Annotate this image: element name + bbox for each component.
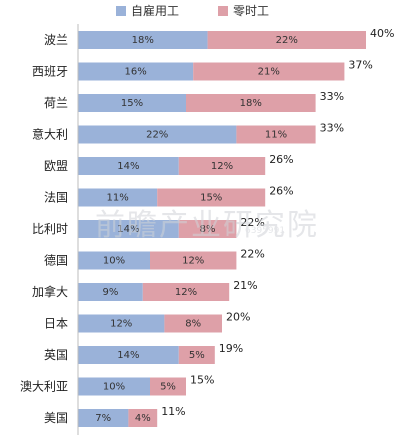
category-label: 德国: [44, 253, 68, 268]
category-label: 法国: [44, 191, 68, 205]
total-label: 11%: [161, 405, 185, 418]
bar-self-employed-10: [78, 346, 179, 364]
legend-swatch-1: [218, 6, 228, 16]
category-label: 日本: [44, 317, 68, 331]
value-label: 7%: [95, 413, 111, 424]
bar-self-employed-6: [78, 220, 179, 238]
value-label: 8%: [200, 224, 216, 235]
total-label: 22%: [240, 216, 264, 229]
bar-zero-hour-9: [164, 314, 222, 333]
value-labels: 18% 22% 16% 21% 15% 18% 22% 11% 14% 12% 11% 15% 14% 8…: [95, 35, 298, 424]
legend-label-0: 自雇用工: [131, 3, 179, 18]
value-label: 9%: [102, 287, 118, 298]
bar-zero-hour-5: [157, 188, 266, 207]
value-label: 5%: [189, 350, 205, 361]
bar-zero-hour-7: [150, 251, 237, 270]
category-label: 比利时: [32, 222, 68, 236]
value-label: 15%: [200, 193, 222, 204]
bars: [78, 31, 366, 427]
legend: 自雇用工 零时工: [116, 3, 269, 18]
value-label: 12%: [211, 161, 233, 172]
category-label: 波兰: [44, 33, 68, 47]
bar-zero-hour-2: [186, 94, 316, 112]
value-label: 12%: [110, 319, 132, 330]
bar-self-employed-12: [78, 409, 129, 427]
total-label: 40%: [370, 27, 394, 40]
bar-self-employed-1: [78, 62, 194, 81]
bar-self-employed-4: [78, 157, 179, 175]
total-label: 22%: [240, 248, 264, 261]
category-label: 欧盟: [44, 159, 68, 173]
legend-swatch-0: [116, 6, 126, 16]
bar-self-employed-0: [78, 31, 208, 49]
category-label: 英国: [44, 348, 68, 362]
legend-label-1: 零时工: [233, 4, 269, 18]
value-label: 15%: [121, 98, 143, 109]
category-label: 西班牙: [32, 65, 68, 79]
total-label: 20%: [226, 311, 250, 324]
value-label: 14%: [117, 161, 139, 172]
bar-zero-hour-10: [178, 346, 215, 364]
total-label: 19%: [219, 342, 243, 355]
value-label: 12%: [182, 256, 204, 267]
value-label: 4%: [135, 413, 151, 424]
value-label: 12%: [175, 287, 197, 298]
bar-self-employed-7: [78, 251, 150, 270]
value-label: 21%: [258, 67, 280, 78]
value-label: 16%: [124, 67, 146, 78]
category-label: 澳大利亚: [20, 380, 68, 394]
bar-zero-hour-0: [207, 31, 366, 49]
bar-zero-hour-1: [193, 62, 345, 81]
bar-self-employed-2: [78, 94, 186, 112]
value-label: 11%: [106, 193, 128, 204]
value-label: 10%: [103, 256, 125, 267]
total-label: 37%: [348, 59, 372, 72]
value-label: 11%: [265, 130, 287, 141]
value-label: 14%: [117, 224, 139, 235]
value-label: 8%: [185, 319, 201, 330]
bar-self-employed-9: [78, 314, 165, 333]
total-label: 26%: [269, 185, 293, 198]
total-labels: 40% 37% 33% 33% 26% 26% 22% 22% 21% 20% 19% 15% 11%: [161, 27, 394, 418]
category-label: 美国: [44, 411, 68, 425]
bar-zero-hour-4: [178, 157, 266, 175]
bar-zero-hour-3: [236, 125, 316, 144]
bar-self-employed-11: [78, 377, 150, 396]
value-label: 22%: [276, 35, 298, 46]
total-label: 15%: [190, 374, 214, 387]
bar-zero-hour-8: [142, 283, 230, 301]
value-label: 10%: [103, 382, 125, 393]
value-label: 22%: [146, 130, 168, 141]
total-label: 21%: [233, 279, 257, 292]
bar-self-employed-5: [78, 188, 158, 207]
total-label: 26%: [269, 153, 293, 166]
category-label: 加拿大: [32, 284, 68, 299]
value-label: 5%: [160, 382, 176, 393]
bar-self-employed-8: [78, 283, 143, 301]
bar-zero-hour-11: [150, 377, 186, 396]
bar-self-employed-3: [78, 125, 237, 144]
bar-zero-hour-12: [128, 409, 158, 427]
value-label: 18%: [132, 35, 154, 46]
category-label: 意大利: [32, 127, 68, 142]
total-label: 33%: [320, 90, 344, 103]
value-label: 14%: [117, 350, 139, 361]
value-label: 18%: [240, 98, 262, 109]
total-label: 33%: [320, 122, 344, 135]
bar-zero-hour-6: [178, 220, 237, 238]
category-label: 荷兰: [44, 96, 68, 110]
